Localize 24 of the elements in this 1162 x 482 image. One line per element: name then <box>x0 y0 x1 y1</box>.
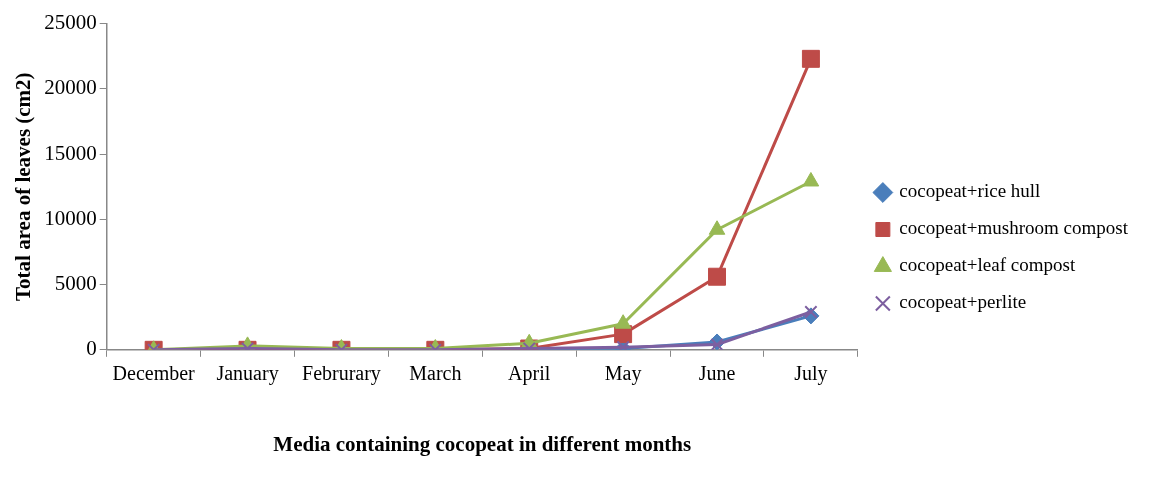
y-tick-label: 20000 <box>44 75 97 100</box>
point <box>801 49 820 68</box>
y-tick-label: 5000 <box>54 271 97 296</box>
y-tick-label: 25000 <box>44 10 97 35</box>
x-tick-label: Februrary <box>302 362 381 386</box>
x-tick-label: March <box>409 362 462 385</box>
legend-label: cocopeat+rice hull <box>899 180 1041 202</box>
y-tick-label: 0 <box>86 336 97 361</box>
y-tick-label: 10000 <box>44 205 97 230</box>
x-tick-label: July <box>794 362 828 386</box>
legend-label: cocopeat+perlite <box>899 291 1027 313</box>
x-tick-label: April <box>508 362 551 386</box>
y-tick-label: 15000 <box>44 140 97 165</box>
point <box>708 220 726 235</box>
point <box>614 314 632 329</box>
x-tick-label: January <box>216 362 279 386</box>
point <box>802 171 820 187</box>
legend-label: cocopeat+leaf compost <box>899 254 1076 276</box>
x-tick-label: June <box>698 362 736 385</box>
legend-label: cocopeat+mushroom compost <box>899 217 1129 239</box>
x-tick-label: May <box>604 362 642 386</box>
y-axis-title: Total area of leaves (cm2) <box>11 72 36 302</box>
x-axis-title: Media containing cocopeat in different months <box>273 431 692 456</box>
x-tick-label: December <box>112 362 196 385</box>
